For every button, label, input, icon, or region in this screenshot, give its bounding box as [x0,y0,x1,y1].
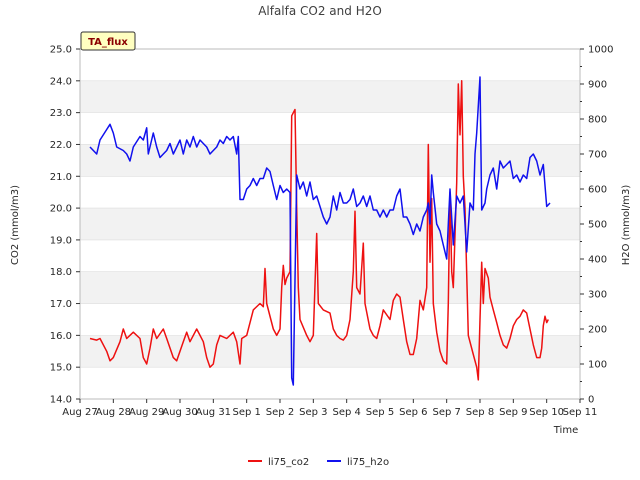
series-line-li75_h2o [89,76,551,386]
grid-band [80,367,580,399]
y-left-tick-label: 20.0 [50,204,72,215]
legend: li75_co2 li75_h2o [248,457,389,468]
grid-band [80,239,580,272]
grid-band [80,80,580,113]
x-tick-label: Sep 8 [466,407,494,418]
x-tick-label: Aug 31 [196,407,231,418]
series-line-li75_co2 [89,80,549,381]
series-layer [89,76,551,386]
x-axis-title: Time [553,425,578,436]
x-tick-label: Sep 10 [529,407,564,418]
grid-band [80,144,580,177]
y-axis-right-title: H2O (mmol/m3) [621,185,632,266]
x-tick-label: Sep 5 [366,407,394,418]
x-tick-label: Sep 2 [266,407,294,418]
x-tick-label: Aug 30 [162,407,197,418]
y-right-tick-label: 600 [588,185,607,196]
grid-band [80,112,580,145]
y-left-tick-label: 16.0 [50,331,72,342]
y-left-tick-label: 19.0 [50,235,72,246]
y-right-tick-label: 900 [588,80,607,91]
x-tick-label: Sep 4 [332,407,360,418]
grid-band [80,335,580,368]
y-left-tick-label: 22.0 [50,140,72,151]
y-left-tick-label: 14.0 [50,395,72,406]
x-tick-label: Sep 6 [399,407,427,418]
y-right-tick-label: 700 [588,150,607,161]
grid-band [80,49,580,81]
y-left-tick-label: 24.0 [50,76,72,87]
y-left-tick-label: 21.0 [50,172,72,183]
chart-title: Alfalfa CO2 and H2O [258,4,382,18]
x-tick-label: Sep 1 [232,407,260,418]
y-left-tick-label: 17.0 [50,299,72,310]
x-tick-label: Sep 9 [499,407,527,418]
y-right-tick-label: 300 [588,290,607,301]
x-tick-label: Sep 7 [432,407,460,418]
y-right-tick-label: 1000 [588,45,613,56]
y-left-tick-label: 15.0 [50,363,72,374]
y-right-tick-label: 800 [588,115,607,126]
x-tick-label: Aug 29 [129,407,164,418]
y-right-tick-label: 200 [588,325,607,336]
x-tick-label: Sep 3 [299,407,327,418]
x-tick-label: Sep 11 [563,407,598,418]
y-left-tick-label: 23.0 [50,108,72,119]
grid-band [80,176,580,209]
legend-label-h2o: li75_h2o [347,457,389,468]
y-right-tick-label: 100 [588,360,607,371]
y-right-tick-label: 500 [588,220,607,231]
y-right-tick-label: 0 [588,395,594,406]
y-axis-left-title: CO2 (mmol/m3) [10,185,21,265]
badge-label: TA_flux [88,37,128,48]
grid-band [80,303,580,336]
y-left-tick-label: 18.0 [50,267,72,278]
legend-label-co2: li75_co2 [268,457,309,468]
grid-bands [80,48,580,400]
badge-box [80,31,136,51]
badge: TA_flux [80,31,136,51]
x-tick-label: Aug 28 [96,407,131,418]
x-tick-label: Aug 27 [62,407,97,418]
y-left-tick-label: 25.0 [50,45,72,56]
grid-band [80,271,580,304]
y-right-tick-label: 400 [588,255,607,266]
